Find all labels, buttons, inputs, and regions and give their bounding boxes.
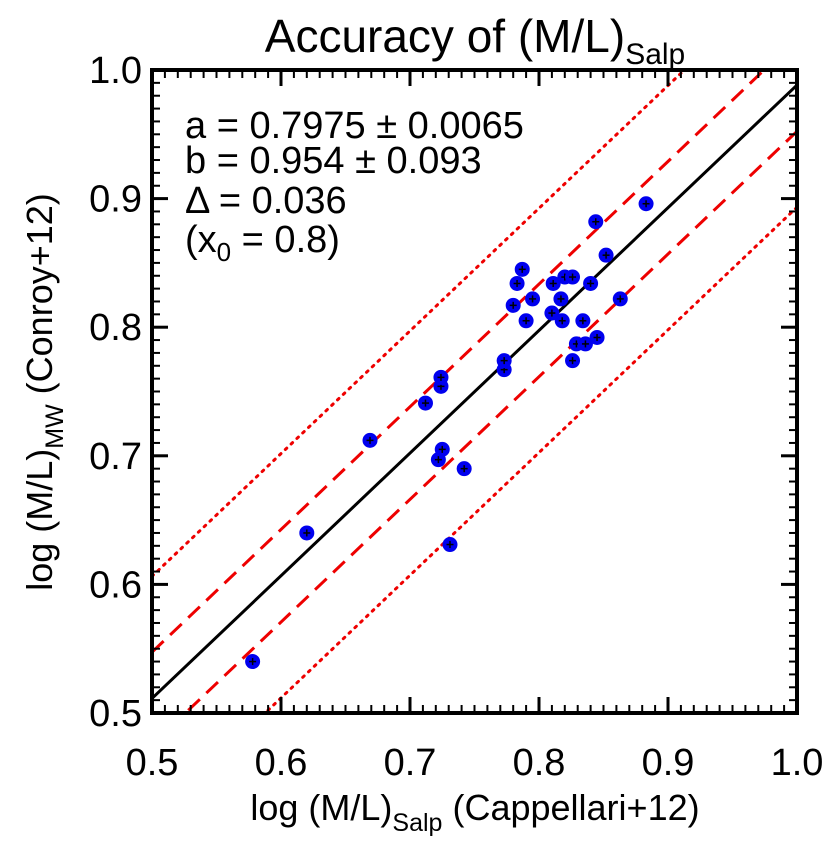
- y-tick-labels: 0.5 0.6 0.7 0.8 0.9 1.0: [89, 50, 142, 735]
- data-point: [638, 196, 654, 212]
- data-point: [589, 329, 605, 345]
- data-point: [583, 275, 599, 291]
- data-point: [525, 291, 541, 307]
- x-axis-label: log (M/L)Salp (Cappellari+12): [250, 787, 699, 837]
- data-point: [514, 261, 530, 277]
- data-point: [496, 353, 512, 369]
- fit-line-dotted-3: [152, 70, 687, 578]
- y-tick-label: 0.6: [89, 564, 142, 606]
- data-point: [456, 461, 472, 477]
- data-point: [505, 297, 521, 313]
- data-point: [299, 525, 315, 541]
- annotation-delta: Δ = 0.036: [185, 180, 347, 222]
- data-point: [588, 214, 604, 230]
- y-tick-label: 0.7: [89, 436, 142, 478]
- y-tick-label: 1.0: [89, 50, 142, 92]
- x-tick-label: 0.9: [642, 742, 695, 784]
- y-tick-label: 0.9: [89, 179, 142, 221]
- y-axis-label: log (M/L)MW (Conroy+12): [19, 193, 69, 591]
- data-point: [577, 336, 593, 352]
- x-tick-label: 1.0: [771, 742, 824, 784]
- data-point: [545, 275, 561, 291]
- axis-ticks: [150, 68, 799, 715]
- data-point: [442, 537, 458, 553]
- data-point: [565, 353, 581, 369]
- data-point: [245, 654, 261, 670]
- data-point: [612, 291, 628, 307]
- y-tick-label: 0.8: [89, 307, 142, 349]
- data-point: [598, 247, 614, 263]
- data-point: [509, 275, 525, 291]
- data-point: [575, 313, 591, 329]
- data-point: [544, 305, 560, 321]
- data-points: [245, 196, 654, 670]
- fit-line-dotted-4: [263, 205, 797, 713]
- x-tick-label: 0.5: [126, 742, 179, 784]
- data-point: [518, 313, 534, 329]
- data-point: [362, 432, 378, 448]
- fit-annotations: a = 0.7975 ± 0.0065 b = 0.954 ± 0.093 Δ …: [185, 105, 524, 267]
- annotation-b: b = 0.954 ± 0.093: [185, 140, 482, 182]
- data-point: [434, 441, 450, 457]
- data-point: [565, 269, 581, 285]
- annotation-x0: (x0 = 0.8): [185, 219, 340, 267]
- x-tick-labels: 0.5 0.6 0.7 0.8 0.9 1.0: [126, 742, 824, 784]
- data-point: [417, 395, 433, 411]
- fit-lines: [152, 70, 797, 713]
- x-tick-label: 0.6: [255, 742, 308, 784]
- fit-line-solid-0: [152, 83, 797, 700]
- x-tick-label: 0.7: [384, 742, 437, 784]
- y-tick-label: 0.5: [89, 693, 142, 735]
- data-point: [554, 313, 570, 329]
- chart-title: Accuracy of (M/L)Salp: [265, 10, 685, 71]
- x-tick-label: 0.8: [513, 742, 566, 784]
- annotation-a: a = 0.7975 ± 0.0065: [185, 105, 524, 147]
- data-point: [553, 291, 569, 307]
- data-point: [433, 369, 449, 385]
